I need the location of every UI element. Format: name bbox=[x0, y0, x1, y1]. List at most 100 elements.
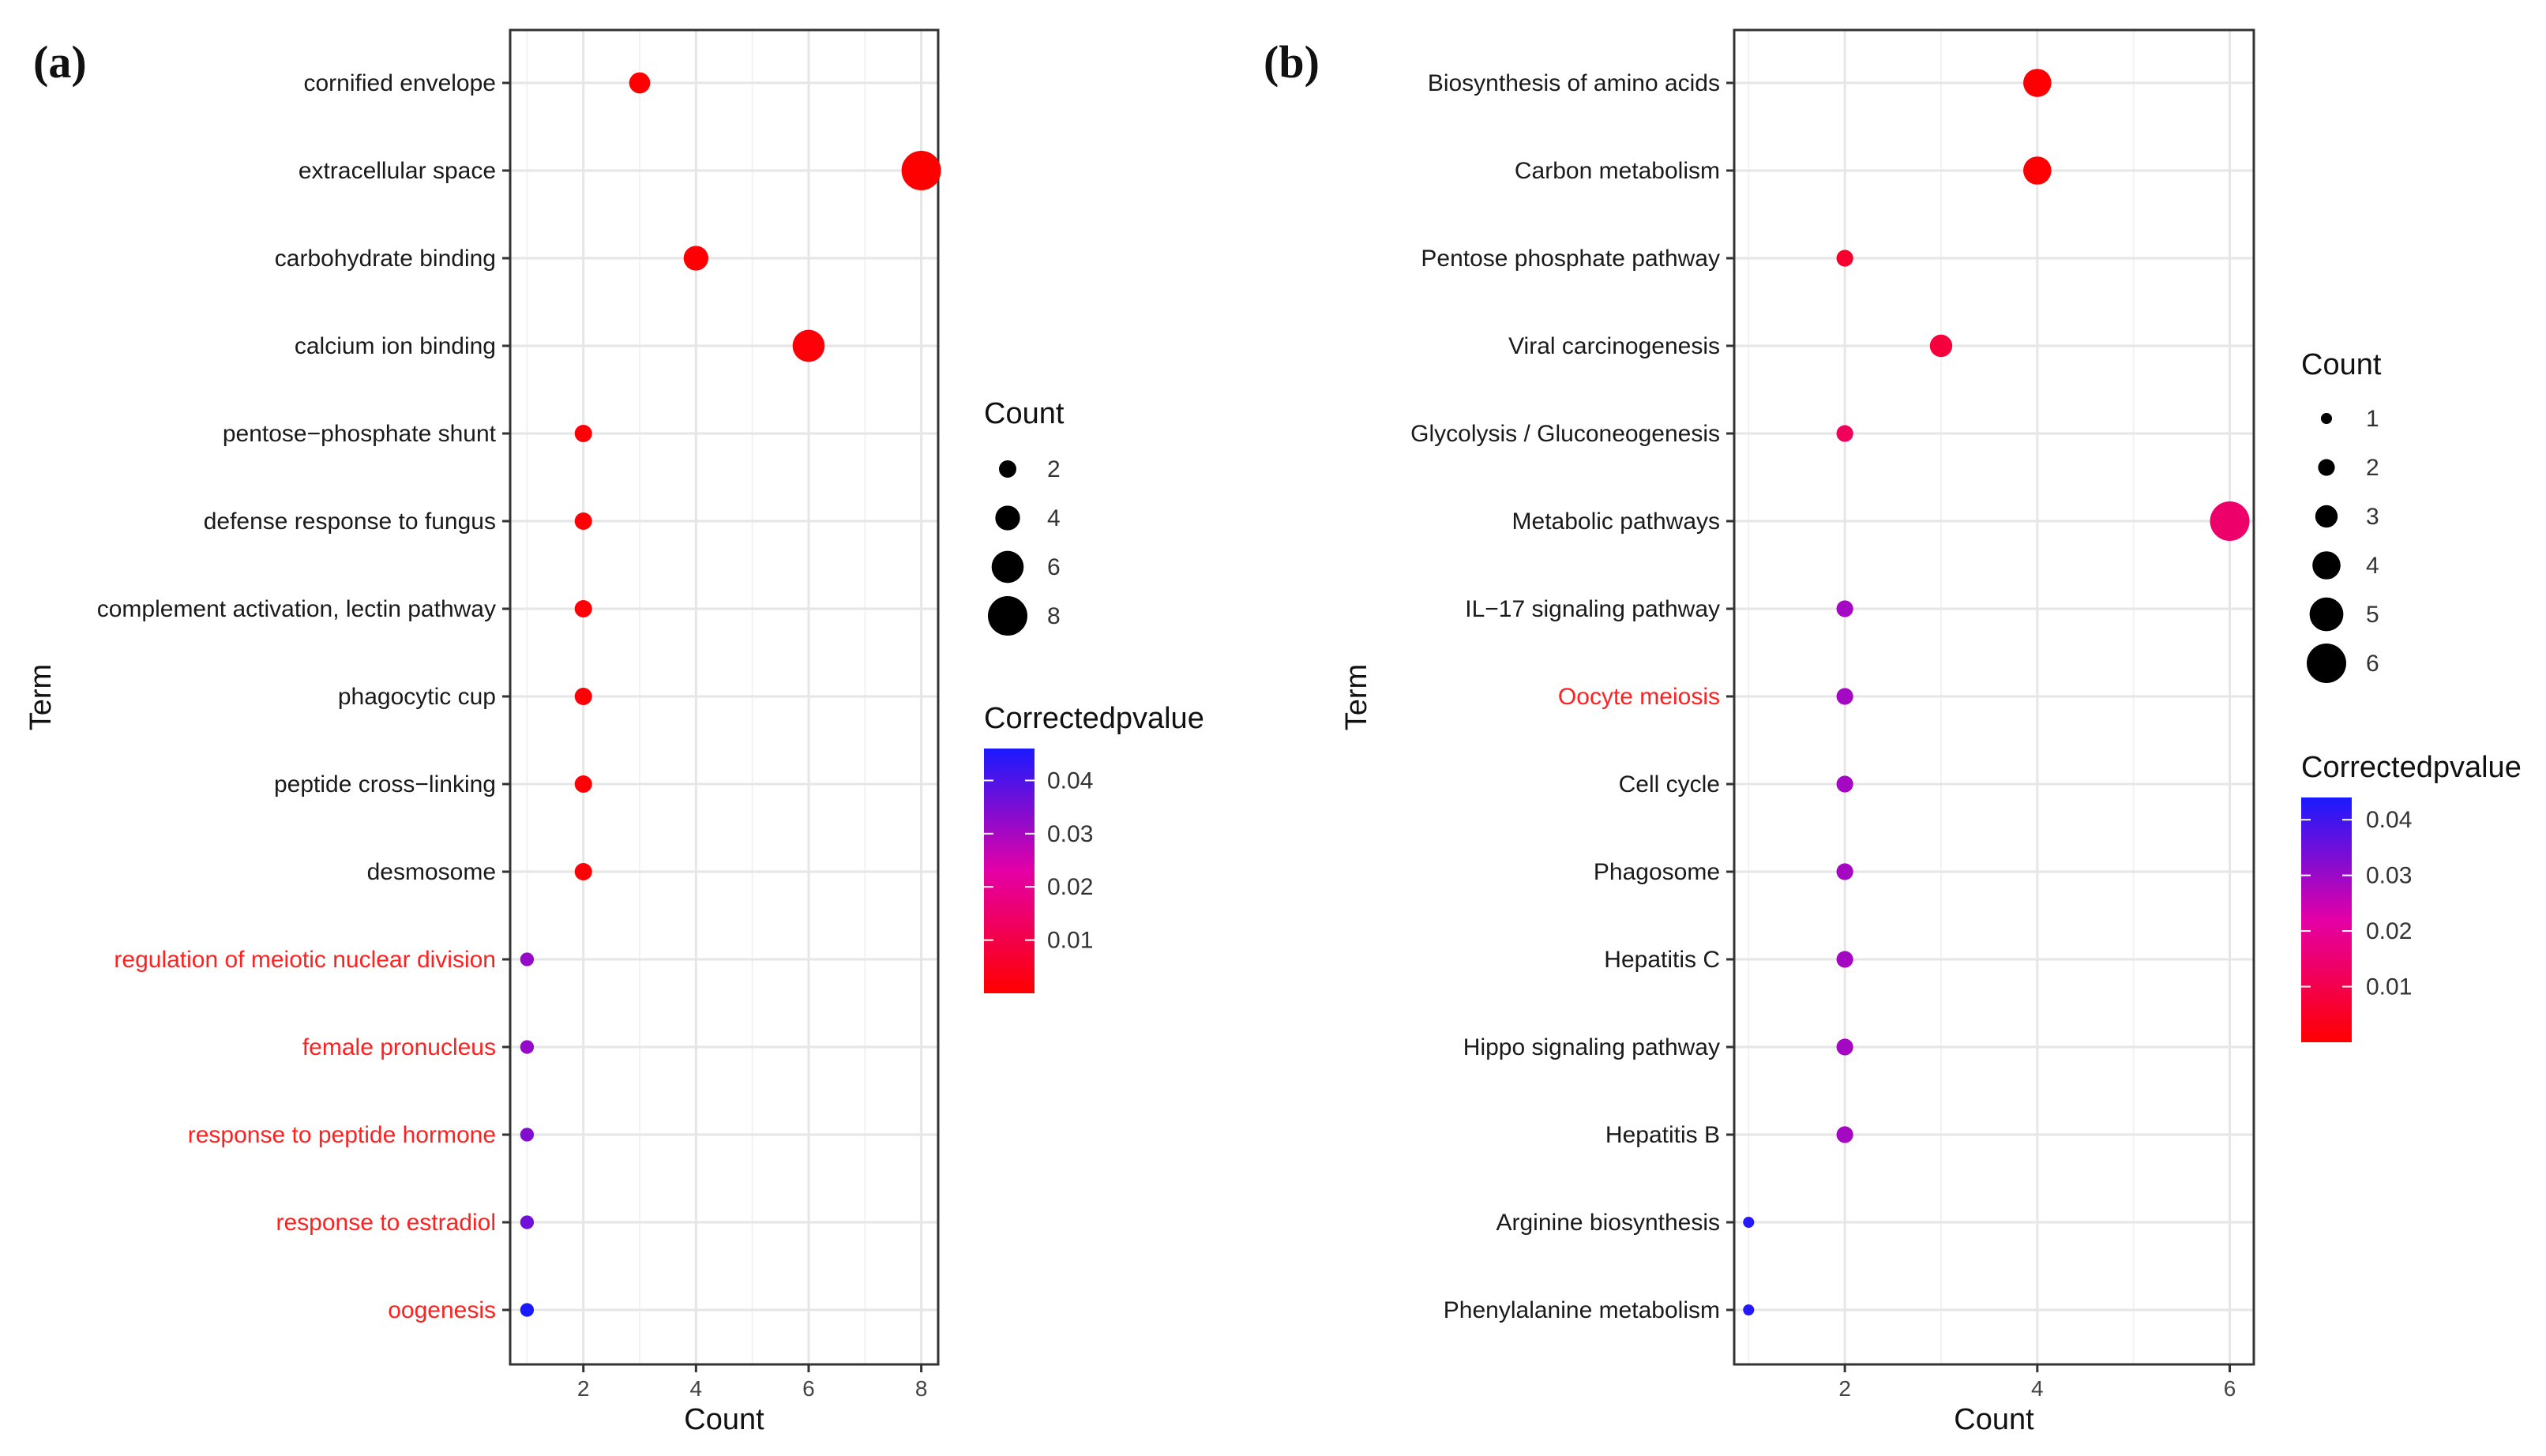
term-label: Glycolysis / Gluconeogenesis bbox=[1410, 421, 1720, 447]
data-point bbox=[1836, 951, 1853, 968]
data-point bbox=[574, 512, 592, 530]
y-axis-title: Term bbox=[1340, 664, 1373, 730]
term-label: calcium ion binding bbox=[295, 333, 496, 359]
size-legend-dot bbox=[2321, 413, 2332, 424]
term-label: IL−17 signaling pathway bbox=[1465, 596, 1720, 622]
data-point bbox=[1836, 863, 1853, 880]
color-legend-label: 0.03 bbox=[1047, 821, 1093, 847]
data-point bbox=[683, 246, 709, 271]
data-point bbox=[2023, 156, 2052, 185]
term-label: Phenylalanine metabolism bbox=[1444, 1297, 1720, 1323]
term-label: response to estradiol bbox=[276, 1210, 497, 1236]
data-point bbox=[2023, 69, 2052, 97]
term-label: response to peptide hormone bbox=[188, 1122, 496, 1148]
size-legend-dot bbox=[2318, 459, 2335, 476]
term-label: Hepatitis B bbox=[1605, 1122, 1720, 1148]
size-legend-label: 4 bbox=[2366, 553, 2379, 579]
data-point bbox=[574, 425, 592, 442]
x-tick-label: 4 bbox=[690, 1376, 703, 1401]
term-label: Biosynthesis of amino acids bbox=[1428, 70, 1720, 96]
size-legend-label: 6 bbox=[2366, 651, 2379, 677]
color-legend-label: 0.02 bbox=[1047, 874, 1093, 900]
term-label: Carbon metabolism bbox=[1515, 158, 1720, 184]
color-legend-label: 0.01 bbox=[1047, 928, 1093, 954]
size-legend-dot bbox=[991, 550, 1024, 584]
term-label: desmosome bbox=[367, 859, 496, 885]
term-label: carbohydrate binding bbox=[275, 246, 496, 272]
data-point bbox=[1836, 600, 1853, 617]
color-legend-title: Correctedpvalue bbox=[984, 702, 1204, 735]
data-point bbox=[520, 952, 535, 966]
size-legend-title: Count bbox=[2301, 348, 2382, 381]
x-tick-label: 8 bbox=[915, 1376, 928, 1401]
data-point bbox=[629, 72, 651, 94]
data-point bbox=[574, 600, 592, 617]
size-legend-label: 5 bbox=[2366, 602, 2379, 628]
data-point bbox=[520, 1303, 535, 1317]
term-label: complement activation, lectin pathway bbox=[97, 596, 496, 622]
data-point bbox=[1836, 250, 1853, 267]
term-label: regulation of meiotic nuclear division bbox=[114, 947, 496, 973]
panel-label: (a) bbox=[33, 36, 87, 88]
color-legend-title: Correctedpvalue bbox=[2301, 751, 2522, 784]
term-label: phagocytic cup bbox=[338, 684, 496, 710]
term-label: oogenesis bbox=[388, 1297, 496, 1323]
data-point bbox=[574, 863, 592, 880]
data-point bbox=[901, 151, 941, 190]
data-point bbox=[1836, 1038, 1853, 1056]
size-legend-dot bbox=[2307, 644, 2346, 683]
term-label: female pronucleus bbox=[302, 1034, 496, 1060]
data-point bbox=[1836, 775, 1853, 793]
term-label: cornified envelope bbox=[303, 70, 496, 96]
color-legend-label: 0.03 bbox=[2366, 863, 2412, 889]
data-point bbox=[1836, 425, 1853, 442]
term-label: pentose−phosphate shunt bbox=[223, 421, 497, 447]
x-axis-title: Count bbox=[1954, 1403, 2034, 1436]
data-point bbox=[1836, 1126, 1853, 1143]
size-legend-label: 2 bbox=[2366, 455, 2379, 481]
data-point bbox=[792, 329, 825, 362]
color-bar bbox=[2301, 797, 2352, 1042]
size-legend-dot bbox=[2312, 551, 2341, 580]
x-tick-label: 2 bbox=[1838, 1376, 1851, 1401]
term-label: Hepatitis C bbox=[1604, 947, 1720, 973]
term-label: defense response to fungus bbox=[204, 508, 496, 535]
panel-b: (b) Biosynthesis of amino acids Carbon met… bbox=[1264, 28, 2522, 1436]
term-label: Pentose phosphate pathway bbox=[1421, 246, 1720, 272]
x-tick-label: 4 bbox=[2031, 1376, 2044, 1401]
term-label: Arginine biosynthesis bbox=[1496, 1210, 1721, 1236]
size-legend-dot bbox=[999, 460, 1016, 478]
term-label: Viral carcinogenesis bbox=[1508, 333, 1720, 359]
size-legend-dot bbox=[988, 596, 1027, 636]
size-legend-label: 8 bbox=[1047, 603, 1061, 629]
size-legend-label: 4 bbox=[1047, 505, 1061, 531]
x-tick-label: 6 bbox=[2224, 1376, 2236, 1401]
size-legend-dot bbox=[2309, 597, 2344, 632]
data-point bbox=[2210, 501, 2250, 541]
term-label: Cell cycle bbox=[1619, 771, 1720, 797]
size-legend-dot bbox=[2315, 505, 2338, 528]
size-legend-title: Count bbox=[984, 397, 1065, 430]
data-point bbox=[1929, 334, 1953, 358]
x-tick-label: 6 bbox=[802, 1376, 815, 1401]
size-legend-label: 2 bbox=[1047, 456, 1061, 482]
color-legend-label: 0.04 bbox=[1047, 767, 1093, 794]
y-axis-title: Term bbox=[24, 664, 58, 730]
data-point bbox=[520, 1040, 535, 1054]
data-point bbox=[574, 688, 592, 705]
data-point bbox=[520, 1128, 535, 1142]
term-label: Phagosome bbox=[1594, 859, 1720, 885]
color-legend-label: 0.04 bbox=[2366, 807, 2412, 833]
term-label: Oocyte meiosis bbox=[1558, 684, 1720, 710]
data-point bbox=[1836, 688, 1853, 705]
size-legend-dot bbox=[995, 505, 1020, 531]
size-legend-label: 3 bbox=[2366, 504, 2379, 530]
color-legend-label: 0.01 bbox=[2366, 974, 2412, 1000]
data-point bbox=[574, 775, 592, 793]
data-point bbox=[1743, 1304, 1755, 1315]
size-legend-label: 1 bbox=[2366, 406, 2379, 432]
term-label: Hippo signaling pathway bbox=[1463, 1034, 1720, 1060]
x-axis-title: Count bbox=[684, 1403, 764, 1436]
panel-a: (a) cornified envelope extracellular space… bbox=[24, 28, 1204, 1436]
